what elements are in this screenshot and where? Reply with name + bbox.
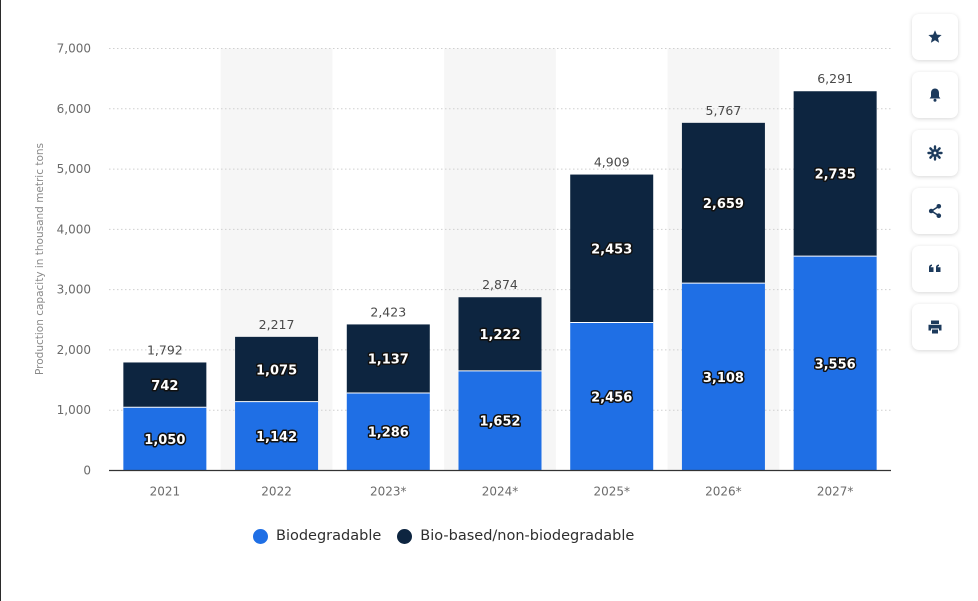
data-label: 1,137 xyxy=(368,353,409,368)
x-axis: 2021 2022 2023* 2024* 2025* 2026* 2027* xyxy=(109,469,891,499)
x-tick-label: 2026* xyxy=(705,485,742,499)
cite-button[interactable] xyxy=(912,246,958,292)
bar-segment xyxy=(458,370,542,471)
x-tick-label: 2022 xyxy=(261,485,292,499)
data-label: 2,659 xyxy=(703,197,744,212)
total-label: 5,767 xyxy=(706,103,742,118)
bar-segment xyxy=(123,362,207,408)
total-label: 6,291 xyxy=(817,71,853,86)
data-label: 2,453 xyxy=(591,242,632,257)
bar-segment xyxy=(793,91,877,257)
y-tick-label: 6,000 xyxy=(57,102,91,116)
bar-segment xyxy=(681,122,765,284)
printer-icon xyxy=(928,320,942,334)
stacked-bar-chart: 0 1,000 2,000 3,000 4,000 5,000 6,000 7,000 Pro… xyxy=(34,42,891,499)
print-button[interactable] xyxy=(912,304,958,350)
data-label: 742 xyxy=(151,379,178,394)
segment-labels: 1,050 742 1,142 1,075 1,286 1,137 1,652 1,222 2,… xyxy=(143,166,857,449)
chart-legend: Biodegradable Bio-based/non-biodegradabl… xyxy=(253,528,650,544)
x-tick-label: 2021 xyxy=(150,485,181,499)
data-label: 1,222 xyxy=(479,328,520,343)
y-tick-label: 1,000 xyxy=(57,403,91,417)
data-label: 2,456 xyxy=(591,390,632,405)
legend-item-biodegradable[interactable]: Biodegradable xyxy=(253,528,381,544)
data-label: 1,286 xyxy=(368,426,409,441)
y-tick-label: 7,000 xyxy=(57,42,91,56)
data-label: 3,108 xyxy=(703,371,744,386)
bar-segment xyxy=(235,336,319,402)
bars xyxy=(123,91,877,471)
legend-marker-bio-based xyxy=(397,528,413,544)
data-label: 2,735 xyxy=(815,168,856,183)
notification-button[interactable] xyxy=(912,72,958,118)
y-tick-label: 2,000 xyxy=(57,343,91,357)
quote-icon xyxy=(929,264,941,272)
total-label: 4,909 xyxy=(594,155,630,170)
data-label: 1,652 xyxy=(479,415,520,430)
legend-item-bio-based[interactable]: Bio-based/non-biodegradable xyxy=(397,528,634,544)
data-label: 1,050 xyxy=(144,433,185,448)
y-tick-label: 4,000 xyxy=(57,222,91,236)
y-tick-label: 3,000 xyxy=(57,283,91,297)
y-axis-title: Production capacity in thousand metric t… xyxy=(34,143,46,375)
bar-segment xyxy=(681,283,765,471)
legend-marker-biodegradable xyxy=(253,528,268,544)
data-label: 3,556 xyxy=(815,357,856,372)
total-label: 1,792 xyxy=(147,342,183,357)
total-labels: 1,792 2,217 2,423 2,874 4,909 5,767 6,291 xyxy=(147,71,853,357)
x-tick-label: 2023* xyxy=(370,485,407,499)
settings-button[interactable] xyxy=(912,130,958,176)
share-button[interactable] xyxy=(912,188,958,234)
total-label: 2,423 xyxy=(370,304,406,319)
bar-segment xyxy=(346,324,430,393)
y-tick-label: 5,000 xyxy=(57,162,91,176)
bar-segment xyxy=(235,401,319,471)
bar-segment xyxy=(123,407,207,471)
data-label: 1,142 xyxy=(256,430,297,445)
statistic-toolbar xyxy=(912,14,960,362)
bar-segment xyxy=(346,392,430,471)
data-label: 1,075 xyxy=(256,363,297,378)
x-tick-label: 2027* xyxy=(817,485,854,499)
legend-label-biodegradable: Biodegradable xyxy=(276,528,382,544)
bar-segment xyxy=(458,297,542,371)
total-label: 2,874 xyxy=(482,277,518,292)
y-axis: 0 1,000 2,000 3,000 4,000 5,000 6,000 7,000 xyxy=(57,42,91,478)
bar-segment xyxy=(570,322,654,471)
total-label: 2,217 xyxy=(259,317,295,332)
star-icon xyxy=(928,30,942,43)
gear-icon xyxy=(927,145,943,161)
bar-segment xyxy=(570,174,654,323)
x-tick-label: 2025* xyxy=(593,485,630,499)
legend-label-bio-based: Bio-based/non-biodegradable xyxy=(420,528,635,544)
favorite-button[interactable] xyxy=(912,14,958,60)
share-icon xyxy=(928,204,942,218)
y-tick-label: 0 xyxy=(83,464,91,478)
x-tick-label: 2024* xyxy=(482,485,519,499)
bell-icon xyxy=(929,88,941,102)
bar-segment xyxy=(793,256,877,471)
